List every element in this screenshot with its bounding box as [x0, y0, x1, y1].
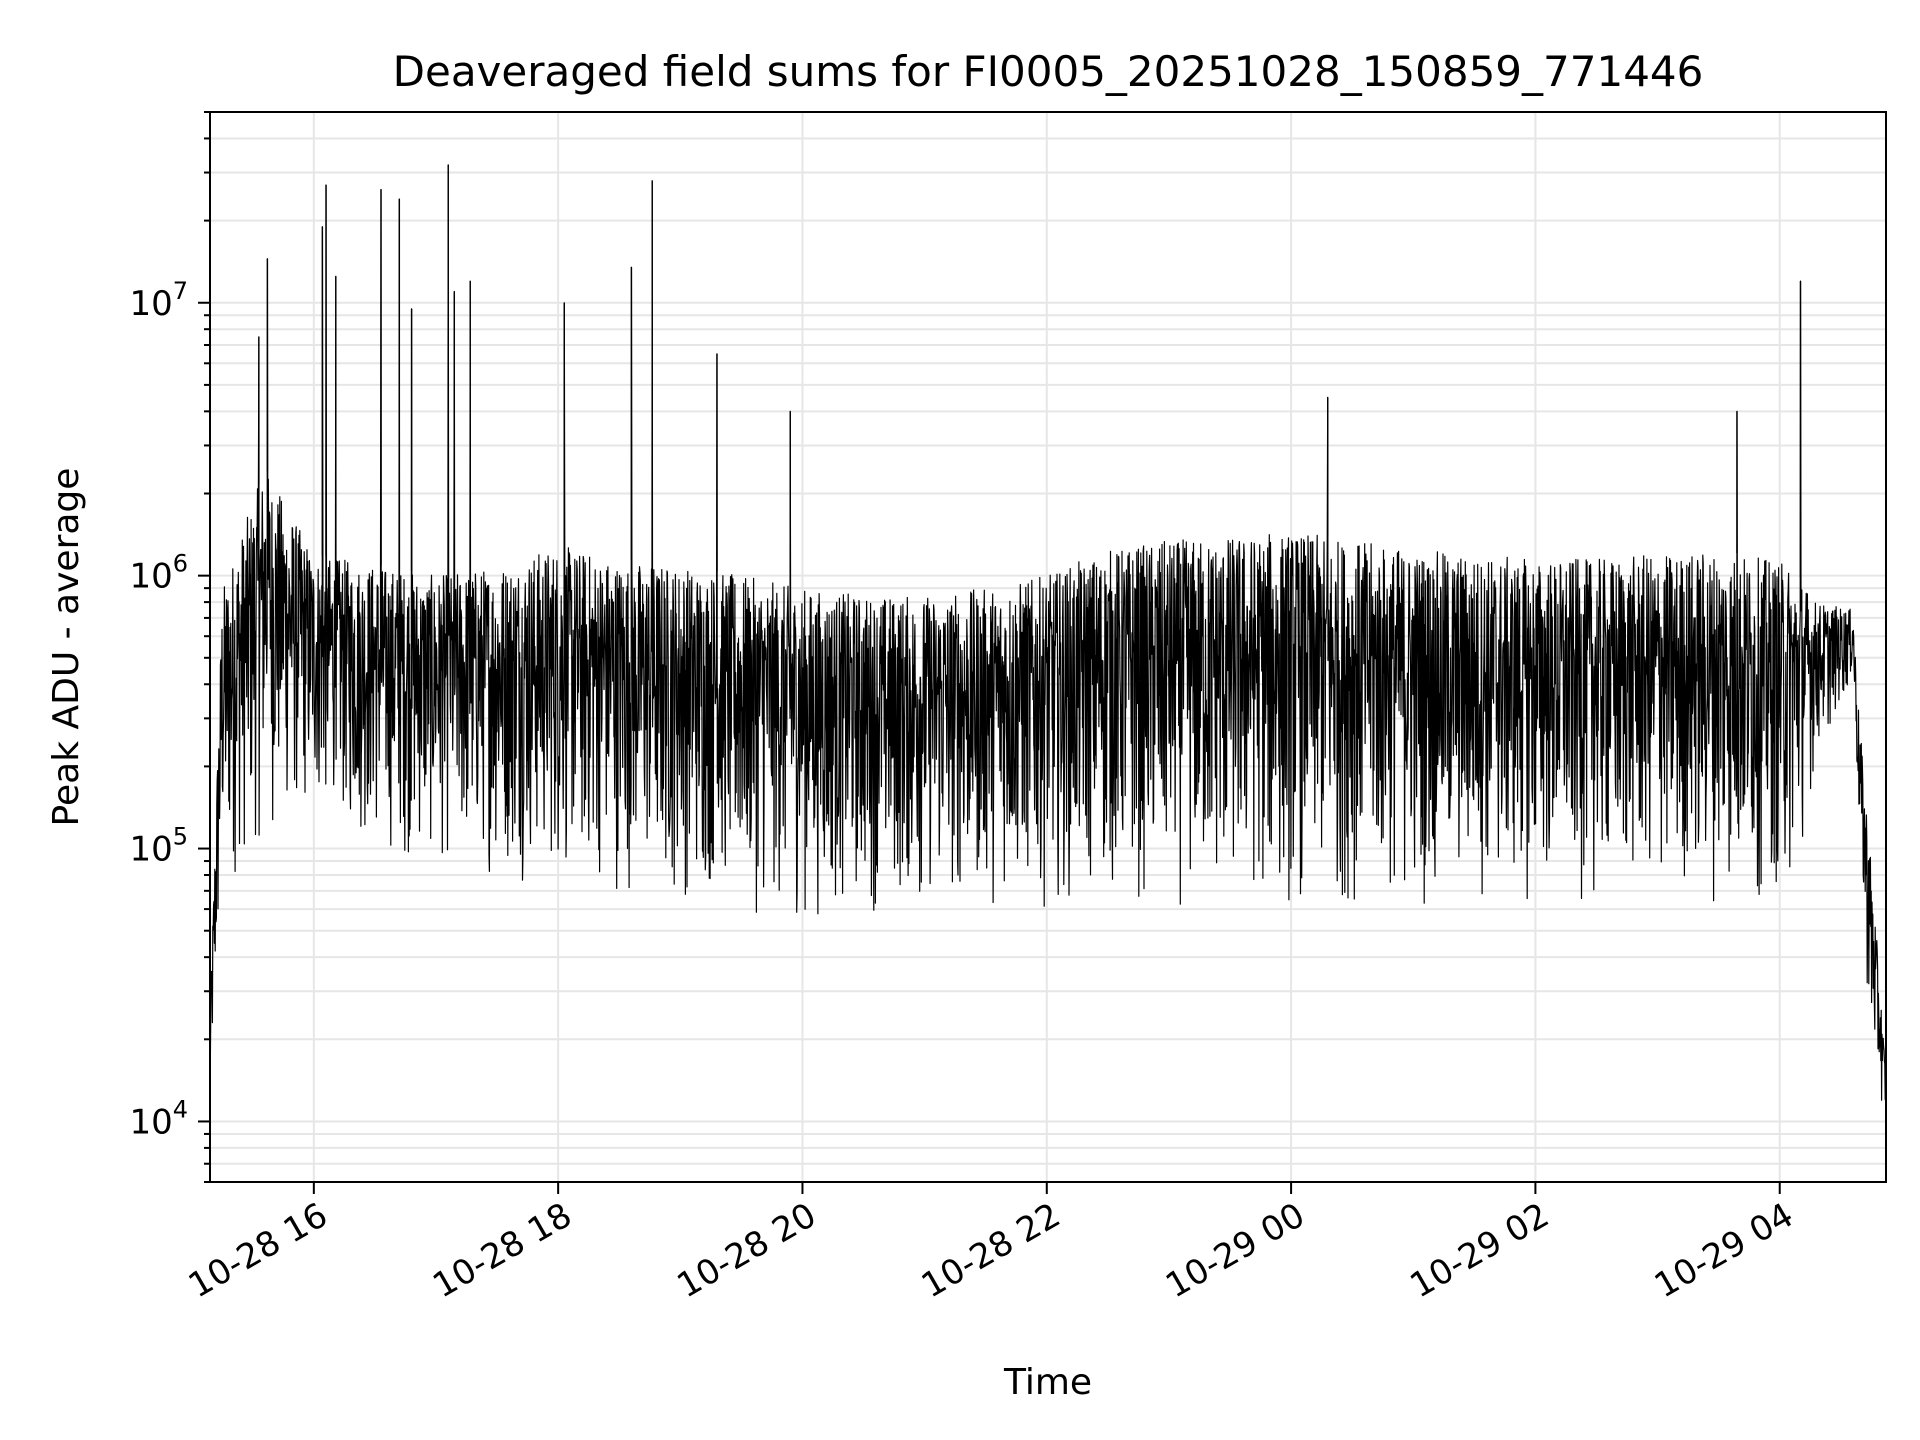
x-tick-label: 10-28 22 — [915, 1195, 1067, 1306]
y-tick-exponent: 7 — [173, 277, 188, 305]
x-axis-ticks: 10-28 16 10-28 18 10-28 20 10-28 22 10-29 00… — [182, 1182, 1800, 1306]
x-tick-label: 10-28 20 — [671, 1195, 823, 1306]
y-tick-base: 10 — [129, 284, 172, 324]
y-axis-label: Peak ADU - average — [46, 468, 87, 827]
y-tick-label: 107 — [129, 277, 188, 324]
x-tick-label: 10-28 18 — [426, 1195, 578, 1306]
x-axis-label: Time — [1003, 1362, 1092, 1403]
y-tick-exponent: 4 — [173, 1095, 188, 1123]
y-tick-base: 10 — [129, 830, 172, 870]
data-series-line — [209, 164, 1887, 1104]
data-layer — [209, 164, 1887, 1104]
x-tick-label: 10-29 04 — [1648, 1195, 1800, 1306]
x-tick-label: 10-29 02 — [1404, 1195, 1556, 1306]
y-tick-label: 105 — [129, 823, 188, 870]
axes-frame — [209, 111, 1887, 1183]
y-tick-exponent: 6 — [173, 550, 188, 578]
x-tick-label: 10-29 00 — [1159, 1195, 1311, 1306]
y-tick-base: 10 — [129, 557, 172, 597]
y-tick-exponent: 5 — [173, 823, 188, 851]
chart-title: Deaveraged field sums for FI0005_2025102… — [393, 47, 1704, 96]
y-tick-label: 106 — [129, 550, 188, 597]
y-tick-label: 104 — [129, 1095, 188, 1142]
y-tick-base: 10 — [129, 1102, 172, 1142]
x-tick-label: 10-28 16 — [182, 1195, 334, 1306]
